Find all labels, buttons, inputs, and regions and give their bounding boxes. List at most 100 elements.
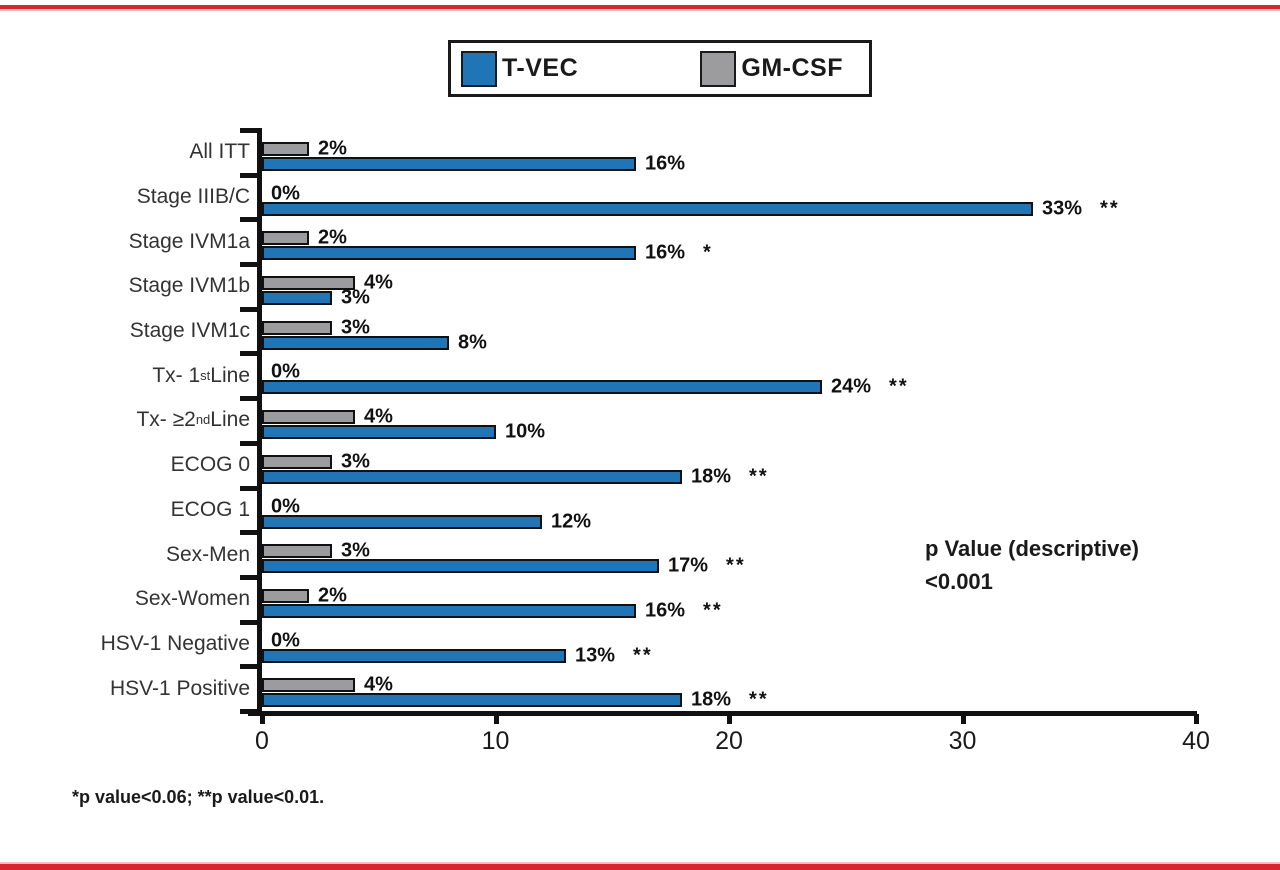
bar-row: 4% 18% **	[262, 666, 1196, 711]
bar-gm-csf	[262, 588, 309, 603]
bar-value-label: 2%	[318, 226, 347, 249]
y-axis-tick	[240, 530, 258, 536]
bar-value-label: 16%	[645, 152, 686, 175]
bar-value-label: 0%	[271, 629, 300, 652]
category-label: Stage IVM1c	[129, 319, 250, 343]
bar-row: 2% 16% *	[262, 219, 1196, 264]
x-axis-tick-label: 0	[255, 727, 269, 755]
y-axis-tick	[240, 262, 258, 268]
significance-marker: **	[703, 599, 723, 622]
x-axis-tick-label: 30	[948, 727, 977, 755]
chart-legend: T-VEC GM-CSF	[448, 40, 872, 97]
bar-value-label: 3%	[341, 450, 370, 473]
x-axis-tick-label: 10	[481, 727, 510, 755]
category-label: Tx- ≥2 nd Line	[136, 408, 250, 432]
bar-t-vec	[262, 425, 496, 440]
significance-marker: **	[889, 375, 909, 398]
y-axis-tick	[240, 664, 258, 670]
x-axis-tick	[260, 714, 265, 724]
bar-row: 2% 16%	[262, 130, 1196, 175]
legend-item-gmcsf: GM-CSF	[700, 50, 843, 87]
p-value-annotation-line1: p Value (descriptive)	[925, 536, 1139, 561]
x-axis-tick-label: 40	[1182, 727, 1210, 755]
category-label: Sex-Women	[134, 587, 250, 611]
bar-value-label: 2%	[318, 584, 347, 607]
bar-value-label: 0%	[271, 182, 300, 205]
category-label: Sex-Men	[165, 542, 250, 566]
bar-value-label: 12%	[551, 510, 592, 533]
bar-t-vec	[262, 514, 542, 529]
y-axis-tick	[240, 351, 258, 357]
bar-gm-csf	[262, 454, 332, 469]
bar-value-label: 16% *	[645, 241, 713, 264]
bar-t-vec	[262, 335, 449, 350]
category-label: HSV-1 Positive	[109, 676, 250, 700]
bar-t-vec	[262, 603, 636, 618]
category-label: ECOG 1	[170, 497, 250, 521]
bar-gm-csf	[262, 276, 355, 291]
bar-t-vec	[262, 559, 659, 574]
bar-value-label: 10%	[505, 420, 546, 443]
y-axis-tick	[240, 574, 258, 580]
bar-value-label: 17% **	[668, 554, 746, 577]
bar-t-vec	[262, 291, 332, 306]
bar-t-vec	[262, 648, 566, 663]
y-axis-tick	[240, 306, 258, 312]
bar-value-label: 8%	[458, 331, 487, 354]
bar-value-label: 0%	[271, 495, 300, 518]
category-label: All ITT	[189, 140, 250, 164]
bar-value-label: 18% **	[691, 465, 769, 488]
category-label: Stage IIIB/C	[136, 185, 250, 209]
p-value-annotation-line2: <0.001	[925, 569, 993, 594]
significance-marker: **	[1100, 197, 1120, 220]
bar-row: 0% 33% **	[262, 175, 1196, 220]
bar-value-label: 4%	[364, 673, 393, 696]
y-axis-tick	[240, 440, 258, 446]
y-axis-line	[257, 128, 262, 716]
bar-gm-csf	[262, 544, 332, 559]
bar-value-label: 0%	[271, 360, 300, 383]
bar-gm-csf	[262, 320, 332, 335]
legend-label-tvec: T-VEC	[502, 54, 579, 82]
bar-gm-csf	[262, 231, 309, 246]
bar-row: 0% 12%	[262, 488, 1196, 533]
significance-marker: **	[749, 465, 769, 488]
bar-gm-csf	[262, 678, 355, 693]
bar-t-vec	[262, 693, 682, 708]
bar-row: 4% 3%	[262, 264, 1196, 309]
bottom-border-rule	[0, 862, 1280, 870]
bar-t-vec	[262, 157, 636, 171]
bar-value-label: 13% **	[575, 644, 653, 667]
x-axis-tick	[727, 714, 732, 724]
bar-value-label: 3%	[341, 539, 370, 562]
category-label: Stage IVM1a	[128, 229, 250, 253]
bar-value-label: 2%	[318, 137, 347, 160]
x-axis-line	[248, 711, 1197, 716]
legend-label-gmcsf: GM-CSF	[741, 54, 843, 82]
bar-t-vec	[262, 201, 1033, 216]
y-axis-tick	[240, 485, 258, 491]
y-axis-tick	[240, 217, 258, 223]
bar-row: 3% 18% **	[262, 443, 1196, 488]
y-axis-tick	[240, 396, 258, 402]
category-label: ECOG 0	[170, 453, 250, 477]
bar-value-label: 33% **	[1042, 197, 1120, 220]
bar-t-vec	[262, 380, 822, 395]
bar-row: 0% 13% **	[262, 622, 1196, 667]
bar-value-label: 4%	[364, 405, 393, 428]
p-value-annotation: p Value (descriptive) <0.001	[925, 532, 1139, 598]
significance-marker: **	[633, 644, 653, 667]
x-axis-tick	[960, 714, 966, 724]
significance-footnote: *p value<0.06; **p value<0.01.	[72, 787, 325, 807]
bar-value-label: 16% **	[645, 599, 723, 622]
bar-gm-csf	[262, 410, 355, 425]
legend-item-tvec: T-VEC	[461, 50, 579, 87]
bar-t-vec	[262, 469, 682, 484]
x-axis-tick	[1194, 714, 1199, 724]
significance-marker: **	[726, 554, 746, 577]
bar-t-vec	[262, 246, 636, 261]
bar-row: 4% 10%	[262, 398, 1196, 443]
